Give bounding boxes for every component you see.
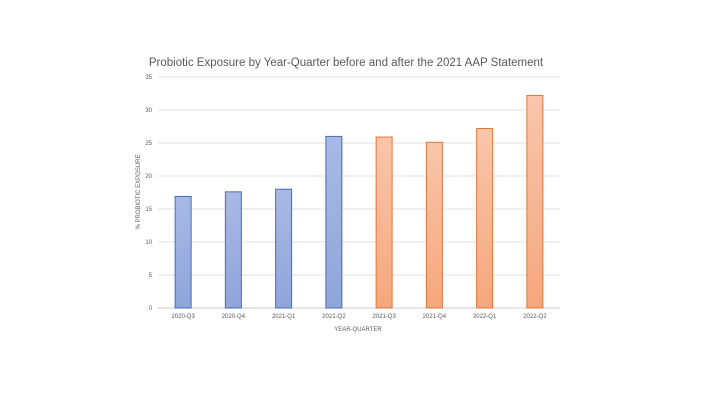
bars [174,94,544,309]
y-axis-label: % PROBIOTIC EXPOSURE [136,154,142,229]
bar-2020-q3 [174,195,192,309]
bar-2022-q1 [476,127,494,309]
x-tick-label: 2020-Q4 [222,314,246,320]
y-tick-label: 30 [145,108,152,114]
bar-2022-q2 [526,94,544,309]
y-tick-label: 25 [145,141,152,147]
bar-2020-q4 [224,191,242,309]
x-tick-label: 2022-Q1 [473,314,497,320]
x-tick-label: 2021-Q1 [272,314,296,320]
y-tick-label: 5 [149,273,153,279]
y-tick-label: 20 [145,174,152,180]
bar-2021-q4 [425,141,443,309]
chart-title: Probiotic Exposure by Year-Quarter befor… [149,57,544,69]
x-axis-label: YEAR-QUARTER [334,327,382,333]
y-tick-label: 15 [145,207,152,213]
x-axis-ticks: 2020-Q3 2020-Q4 2021-Q1 2021-Q2 2021-Q3 2021-… [171,314,547,320]
bar-2021-q3 [375,136,393,309]
x-tick-label: 2022-Q2 [523,314,547,320]
bar-2021-q1 [275,188,293,309]
gridlines [158,76,560,309]
y-tick-label: 35 [145,75,152,81]
y-tick-label: 0 [149,306,153,312]
y-tick-label: 10 [145,240,152,246]
x-tick-label: 2021-Q2 [322,314,346,320]
bar-2021-q2 [325,135,343,309]
x-tick-label: 2020-Q3 [171,314,195,320]
x-tick-label: 2021-Q3 [372,314,396,320]
x-tick-label: 2021-Q4 [423,314,447,320]
y-axis-ticks: 0 5 10 15 20 25 30 35 [145,75,152,312]
